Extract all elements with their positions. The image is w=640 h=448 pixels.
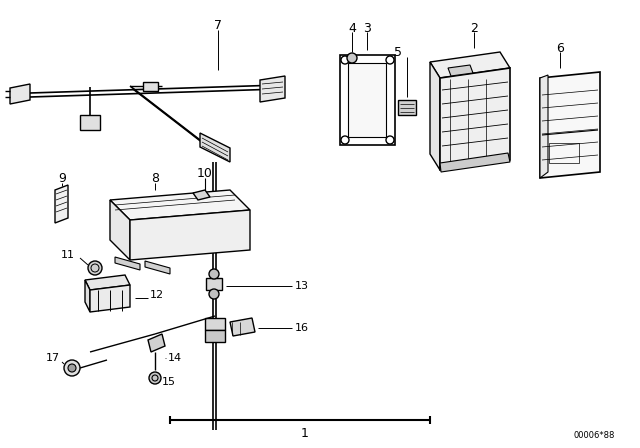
Polygon shape bbox=[398, 100, 416, 115]
Polygon shape bbox=[85, 275, 130, 290]
Circle shape bbox=[88, 261, 102, 275]
Circle shape bbox=[64, 360, 80, 376]
Polygon shape bbox=[205, 330, 225, 342]
Circle shape bbox=[209, 269, 219, 279]
Polygon shape bbox=[143, 82, 158, 91]
Bar bbox=[340, 55, 395, 145]
Text: 10: 10 bbox=[197, 167, 213, 180]
Polygon shape bbox=[448, 65, 473, 76]
Polygon shape bbox=[130, 210, 250, 260]
Text: 14: 14 bbox=[168, 353, 182, 363]
Polygon shape bbox=[230, 318, 255, 336]
Polygon shape bbox=[440, 68, 510, 170]
Polygon shape bbox=[430, 52, 510, 78]
Polygon shape bbox=[110, 200, 130, 260]
Text: 15: 15 bbox=[162, 377, 176, 387]
Polygon shape bbox=[540, 72, 600, 178]
Polygon shape bbox=[193, 190, 210, 200]
Circle shape bbox=[347, 53, 357, 63]
Circle shape bbox=[209, 289, 219, 299]
Circle shape bbox=[68, 364, 76, 372]
Polygon shape bbox=[260, 76, 285, 102]
Text: 4: 4 bbox=[348, 22, 356, 34]
Polygon shape bbox=[110, 190, 250, 220]
Text: 5: 5 bbox=[394, 46, 402, 59]
Text: 9: 9 bbox=[58, 172, 66, 185]
Polygon shape bbox=[430, 62, 440, 170]
Text: 2: 2 bbox=[470, 22, 478, 34]
Text: 12: 12 bbox=[150, 290, 164, 300]
Text: 00006*88: 00006*88 bbox=[573, 431, 615, 439]
Polygon shape bbox=[205, 318, 225, 330]
Circle shape bbox=[149, 372, 161, 384]
Text: 17: 17 bbox=[46, 353, 60, 363]
Text: 13: 13 bbox=[295, 281, 309, 291]
Text: 7: 7 bbox=[214, 18, 222, 31]
Polygon shape bbox=[148, 334, 165, 352]
Text: 16: 16 bbox=[295, 323, 309, 333]
Text: 3: 3 bbox=[363, 22, 371, 34]
Polygon shape bbox=[90, 285, 130, 312]
Polygon shape bbox=[115, 257, 140, 270]
Polygon shape bbox=[206, 278, 222, 290]
Text: 11: 11 bbox=[61, 250, 75, 260]
Polygon shape bbox=[55, 185, 68, 223]
Polygon shape bbox=[440, 153, 510, 172]
Text: 1: 1 bbox=[301, 426, 309, 439]
Polygon shape bbox=[85, 280, 90, 312]
Polygon shape bbox=[145, 261, 170, 274]
Bar bbox=[348, 63, 386, 137]
Polygon shape bbox=[540, 75, 548, 178]
Polygon shape bbox=[200, 133, 230, 162]
Polygon shape bbox=[10, 84, 30, 104]
Polygon shape bbox=[80, 115, 100, 130]
Text: 8: 8 bbox=[151, 172, 159, 185]
Bar bbox=[549, 143, 579, 163]
Text: 6: 6 bbox=[556, 42, 564, 55]
